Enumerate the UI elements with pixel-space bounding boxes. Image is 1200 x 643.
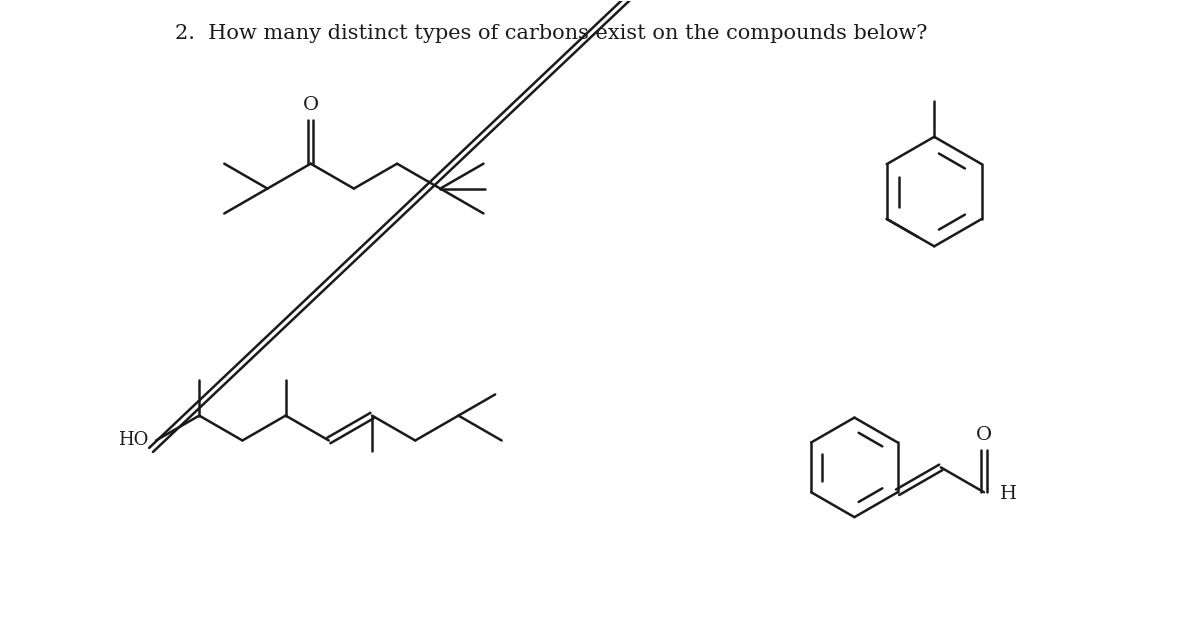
Text: O: O <box>302 96 319 114</box>
Text: HO: HO <box>118 431 148 449</box>
Text: H: H <box>1000 485 1016 503</box>
Text: 2.  How many distinct types of carbons exist on the compounds below?: 2. How many distinct types of carbons ex… <box>175 24 928 43</box>
Text: O: O <box>976 426 992 444</box>
